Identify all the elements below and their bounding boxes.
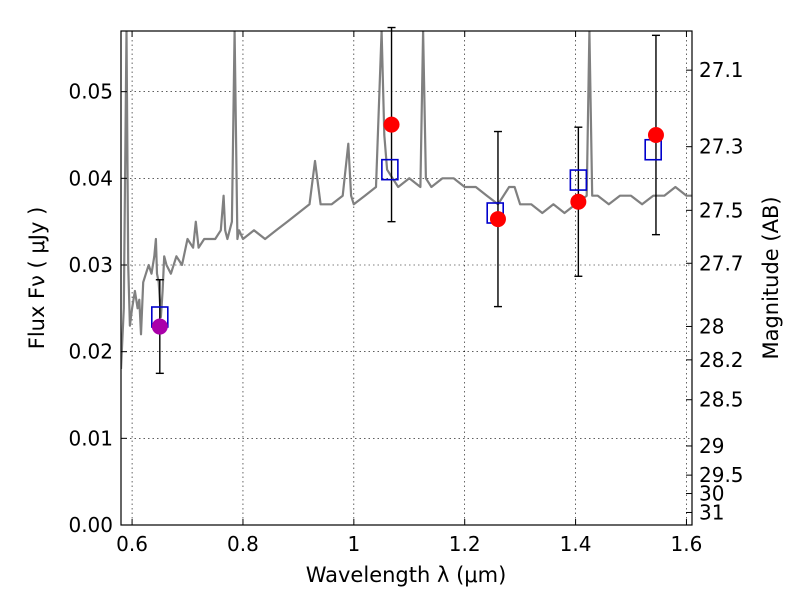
x-axis-label: Wavelength λ (μm) xyxy=(306,563,507,587)
model-spectrum xyxy=(121,31,692,370)
x-tick-label: 1 xyxy=(347,532,360,556)
x-tick-label: 1.6 xyxy=(671,532,703,556)
right-tick-label: 30 xyxy=(699,482,724,506)
y-tick-label: 0.01 xyxy=(68,426,113,450)
model-photometry-square xyxy=(381,158,399,181)
right-tick-label: 28.5 xyxy=(699,388,744,412)
right-tick-label: 27.3 xyxy=(699,135,744,159)
grid-lines xyxy=(121,31,692,526)
y-tick-label: 0.05 xyxy=(68,80,113,104)
observed-point xyxy=(570,193,587,210)
x-tick-label: 1.2 xyxy=(449,532,481,556)
model-photometry-square xyxy=(644,138,662,161)
model-spectrum-line xyxy=(121,31,692,370)
y-tick-label: 0.00 xyxy=(68,513,113,537)
plot-frame xyxy=(120,30,693,526)
right-tick-label: 27.7 xyxy=(699,251,744,275)
right-tick-label: 28 xyxy=(699,314,724,338)
observed-point xyxy=(151,318,168,335)
x-tick-label: 1.4 xyxy=(560,532,592,556)
right-tick-label: 28.2 xyxy=(699,348,744,372)
observed-point xyxy=(489,211,506,228)
y-axis-label: Flux Fν ( μJy ) xyxy=(25,207,49,350)
right-axis-label: Magnitude (AB) xyxy=(759,196,783,359)
right-tick-label: 29 xyxy=(699,434,724,458)
observed-point xyxy=(647,127,664,143)
observed-point xyxy=(383,116,400,133)
right-tick-label: 27.5 xyxy=(699,198,744,222)
axis-ticks: 0.6 0.8 1 1.2 1.4 1.6 0.00 0.01 0.02 0.03 0.04 0.05… xyxy=(68,31,744,556)
y-tick-label: 0.03 xyxy=(68,253,113,277)
y-tick-label: 0.04 xyxy=(68,166,113,190)
right-tick-label: 27.1 xyxy=(699,58,744,82)
x-tick-label: 0.6 xyxy=(116,532,148,556)
model-photometry-square xyxy=(569,169,588,191)
right-tick-label: 31 xyxy=(699,500,724,524)
x-tick-label: 0.8 xyxy=(227,532,259,556)
y-tick-label: 0.02 xyxy=(68,340,113,364)
observed-points xyxy=(151,116,664,335)
right-tick-label: 29.5 xyxy=(699,463,744,487)
